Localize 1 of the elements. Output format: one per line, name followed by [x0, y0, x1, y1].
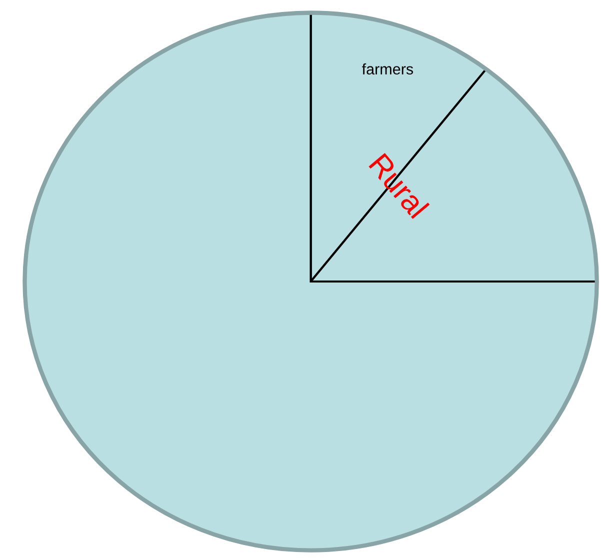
slice-label: farmers: [362, 63, 414, 75]
